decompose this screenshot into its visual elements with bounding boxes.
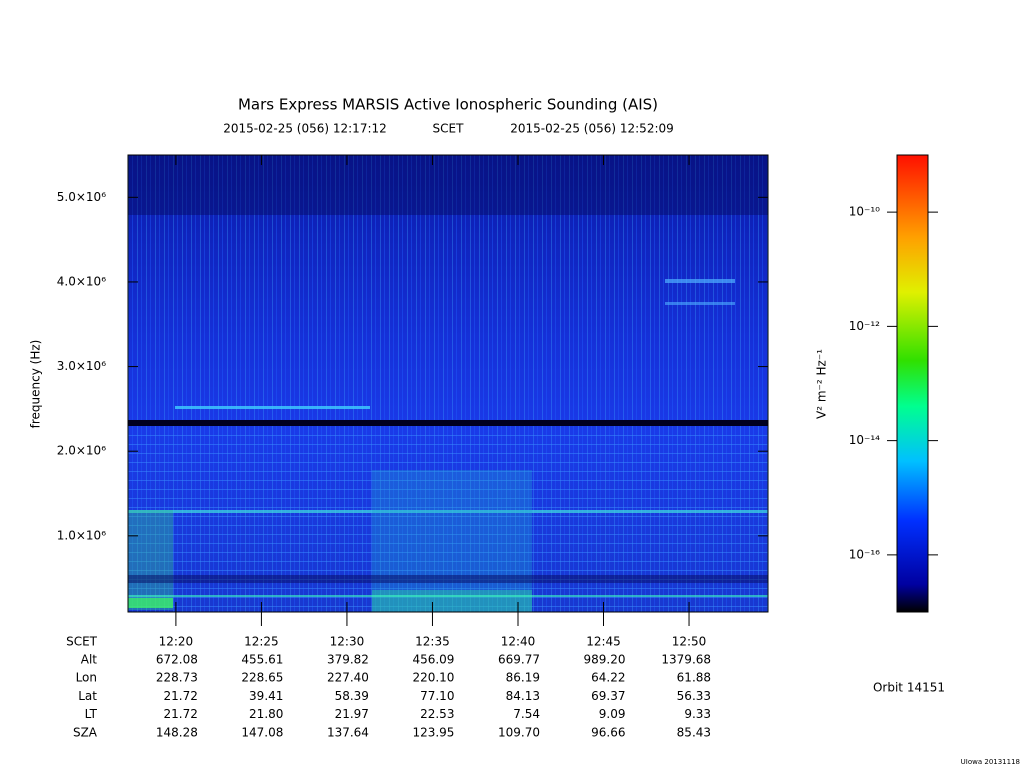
colorbar-tick-label: 10⁻¹⁴ — [849, 433, 880, 447]
colorbar-tick-label: 10⁻¹⁶ — [849, 547, 880, 561]
ephemeris-value: 379.82 — [327, 653, 369, 667]
ephemeris-value: 228.73 — [156, 671, 198, 685]
ephemeris-value: 77.10 — [420, 689, 454, 703]
ephemeris-value: 148.28 — [156, 725, 198, 739]
ephemeris-value: 1379.68 — [661, 653, 711, 667]
ephemeris-value: 228.65 — [241, 671, 283, 685]
ephemeris-value: 39.41 — [249, 689, 283, 703]
x-tick-label: 12:45 — [586, 635, 621, 649]
ephemeris-value: 58.39 — [335, 689, 369, 703]
ephemeris-value: 21.80 — [249, 707, 283, 721]
ephemeris-value: 84.13 — [506, 689, 540, 703]
ephemeris-value: 227.40 — [327, 671, 369, 685]
y-tick-label: 4.0×10⁶ — [57, 274, 106, 288]
colorbar — [896, 154, 929, 613]
y-tick-label: 3.0×10⁶ — [57, 359, 106, 373]
end-time: 2015-02-25 (056) 12:52:09 — [510, 122, 674, 136]
x-tick-label: 12:50 — [672, 635, 707, 649]
ephemeris-value: 455.61 — [241, 653, 283, 667]
ephemeris-value: 123.95 — [412, 725, 454, 739]
ephemeris-value: 56.33 — [677, 689, 711, 703]
ephemeris-value: 96.66 — [591, 725, 625, 739]
ephemeris-label: SZA — [73, 725, 98, 739]
colorbar-label: V² m⁻² Hz⁻¹ — [815, 349, 829, 419]
plot-frame — [127, 154, 769, 613]
x-tick-label: 12:30 — [330, 635, 365, 649]
y-tick-label: 2.0×10⁶ — [57, 444, 106, 458]
ephemeris-value: 21.97 — [335, 707, 369, 721]
y-tick-label: 1.0×10⁶ — [57, 528, 106, 542]
ephemeris-value: 989.20 — [584, 653, 626, 667]
credit: UIowa 20131118 — [961, 758, 1020, 766]
ephemeris-value: 669.77 — [498, 653, 540, 667]
time-system: SCET — [433, 122, 465, 136]
ephemeris-value: 7.54 — [513, 707, 540, 721]
ephemeris-value: 85.43 — [677, 725, 711, 739]
colorbar-tick-label: 10⁻¹⁰ — [849, 205, 880, 219]
chart-title: Mars Express MARSIS Active Ionospheric S… — [238, 96, 658, 114]
x-tick-label: 12:40 — [501, 635, 536, 649]
y-axis-label: frequency (Hz) — [29, 340, 43, 429]
ephemeris-label: LT — [85, 707, 98, 721]
ephemeris-value: 220.10 — [412, 671, 454, 685]
ephemeris-value: 147.08 — [241, 725, 283, 739]
ephemeris-value: 21.72 — [164, 707, 198, 721]
ephemeris-value: 69.37 — [591, 689, 625, 703]
ephemeris-value: 22.53 — [420, 707, 454, 721]
ephemeris-label: Lon — [76, 671, 97, 685]
ephemeris-value: 64.22 — [591, 671, 625, 685]
ephemeris-value: 21.72 — [164, 689, 198, 703]
ephemeris-value: 9.33 — [684, 707, 711, 721]
ephemeris-value: 109.70 — [498, 725, 540, 739]
ephemeris-value: 672.08 — [156, 653, 198, 667]
ephemeris-label: Lat — [78, 689, 97, 703]
ephemeris-value: 456.09 — [412, 653, 454, 667]
ephemeris-value: 137.64 — [327, 725, 369, 739]
ephemeris-value: 9.09 — [599, 707, 626, 721]
x-tick-label: 12:20 — [159, 635, 194, 649]
start-time: 2015-02-25 (056) 12:17:12 — [223, 122, 387, 136]
spectrogram — [128, 155, 768, 612]
colorbar-tick-label: 10⁻¹² — [849, 319, 880, 333]
orbit-label: Orbit 14151 — [873, 681, 945, 695]
y-tick-label: 5.0×10⁶ — [57, 190, 106, 204]
x-tick-label: 12:35 — [415, 635, 450, 649]
ephemeris-label: Alt — [81, 653, 98, 667]
ephemeris-label: SCET — [66, 635, 98, 649]
ephemeris-value: 61.88 — [677, 671, 711, 685]
x-tick-label: 12:25 — [244, 635, 279, 649]
ephemeris-value: 86.19 — [506, 671, 540, 685]
